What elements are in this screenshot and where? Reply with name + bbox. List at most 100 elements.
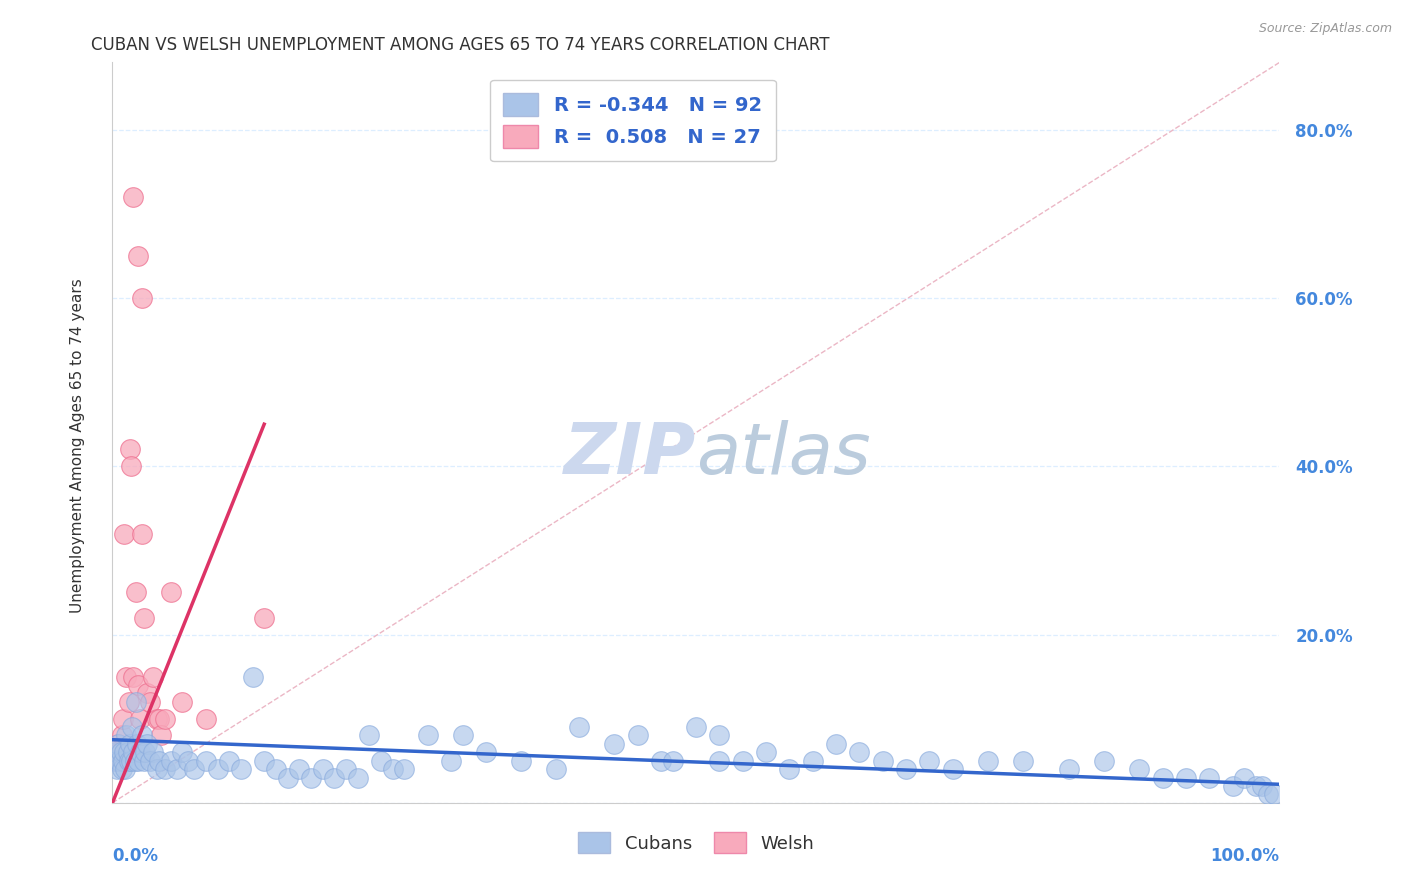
Point xyxy=(976,754,998,768)
Point xyxy=(111,762,134,776)
Point xyxy=(104,754,127,768)
Point xyxy=(105,762,128,776)
Point xyxy=(848,745,870,759)
Point xyxy=(194,712,217,726)
Point xyxy=(1094,754,1116,768)
Point xyxy=(731,754,754,768)
Point xyxy=(1257,788,1279,802)
Point xyxy=(121,720,143,734)
Point xyxy=(118,695,141,709)
Point xyxy=(276,771,298,785)
Point xyxy=(127,678,149,692)
Point xyxy=(134,745,156,759)
Point xyxy=(104,745,127,759)
Point xyxy=(142,670,165,684)
Point xyxy=(114,762,136,776)
Point xyxy=(131,526,153,541)
Point xyxy=(755,745,778,759)
Point xyxy=(125,695,148,709)
Point xyxy=(117,745,139,759)
Point xyxy=(177,754,200,768)
Point xyxy=(160,754,183,768)
Point xyxy=(1175,771,1198,785)
Point xyxy=(918,754,941,768)
Point xyxy=(111,712,134,726)
Point xyxy=(127,754,149,768)
Text: Unemployment Among Ages 65 to 74 years: Unemployment Among Ages 65 to 74 years xyxy=(70,278,84,614)
Point xyxy=(127,249,149,263)
Point xyxy=(120,459,142,474)
Point xyxy=(107,737,129,751)
Point xyxy=(1233,771,1256,785)
Point xyxy=(131,291,153,305)
Point xyxy=(107,737,129,751)
Point xyxy=(253,610,276,624)
Point xyxy=(120,754,142,768)
Point xyxy=(129,745,152,759)
Point xyxy=(124,754,146,768)
Text: Source: ZipAtlas.com: Source: ZipAtlas.com xyxy=(1258,22,1392,36)
Point xyxy=(132,610,155,624)
Point xyxy=(153,762,176,776)
Point xyxy=(172,695,194,709)
Point xyxy=(104,754,127,768)
Point xyxy=(153,712,176,726)
Point xyxy=(370,754,392,768)
Point xyxy=(242,670,264,684)
Point xyxy=(709,729,731,743)
Point xyxy=(1244,779,1267,793)
Point xyxy=(311,762,333,776)
Point xyxy=(1251,779,1274,793)
Point xyxy=(335,762,357,776)
Point xyxy=(146,762,169,776)
Point xyxy=(160,585,183,599)
Point xyxy=(451,729,474,743)
Point xyxy=(650,754,672,768)
Point xyxy=(346,771,368,785)
Point xyxy=(172,745,194,759)
Point xyxy=(685,720,707,734)
Point xyxy=(825,737,848,751)
Point xyxy=(111,754,134,768)
Point xyxy=(115,729,138,743)
Point xyxy=(125,585,148,599)
Point xyxy=(509,754,531,768)
Point xyxy=(1198,771,1220,785)
Point xyxy=(253,754,276,768)
Point xyxy=(1128,762,1150,776)
Point xyxy=(166,762,188,776)
Point xyxy=(661,754,683,768)
Point xyxy=(394,762,416,776)
Point xyxy=(323,771,346,785)
Point xyxy=(111,729,134,743)
Point xyxy=(150,729,173,743)
Point xyxy=(142,745,165,759)
Point xyxy=(194,754,217,768)
Point xyxy=(122,670,145,684)
Point xyxy=(146,712,169,726)
Text: atlas: atlas xyxy=(696,420,870,490)
Point xyxy=(1263,788,1285,802)
Legend: Cubans, Welsh: Cubans, Welsh xyxy=(571,825,821,861)
Text: 100.0%: 100.0% xyxy=(1211,847,1279,865)
Point xyxy=(139,695,162,709)
Point xyxy=(110,745,132,759)
Point xyxy=(112,526,135,541)
Point xyxy=(118,754,141,768)
Point xyxy=(148,712,170,726)
Point xyxy=(894,762,917,776)
Point xyxy=(872,754,894,768)
Point xyxy=(112,745,135,759)
Point xyxy=(299,771,322,785)
Point xyxy=(1222,779,1244,793)
Point xyxy=(627,729,650,743)
Point xyxy=(778,762,800,776)
Point xyxy=(288,762,311,776)
Point xyxy=(1152,771,1174,785)
Point xyxy=(709,754,731,768)
Point xyxy=(183,762,205,776)
Text: CUBAN VS WELSH UNEMPLOYMENT AMONG AGES 65 TO 74 YEARS CORRELATION CHART: CUBAN VS WELSH UNEMPLOYMENT AMONG AGES 6… xyxy=(91,36,830,54)
Point xyxy=(115,670,138,684)
Point xyxy=(108,754,131,768)
Point xyxy=(125,737,148,751)
